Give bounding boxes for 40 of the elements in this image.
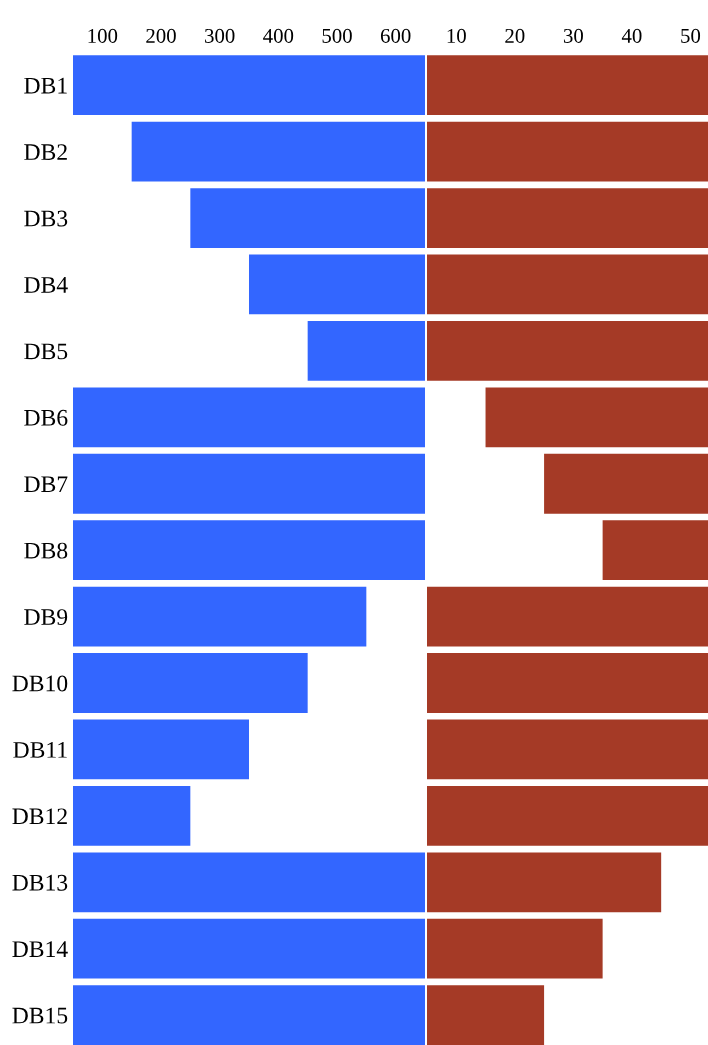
bar (73, 653, 308, 713)
y-tick-label: DB11 (13, 742, 67, 758)
x-tick-label: 10 (447, 28, 466, 43)
bar (73, 719, 249, 780)
x-tick-label: 30 (563, 28, 583, 43)
x-tick-label: 500 (322, 28, 352, 43)
x-tick-label: 600 (380, 28, 411, 43)
x-tick-label: 50 (681, 28, 701, 43)
x-tick-label: 400 (263, 28, 294, 43)
x-tick-label: 300 (205, 28, 235, 43)
bar (73, 586, 367, 647)
bar (427, 653, 708, 713)
bar (544, 453, 708, 514)
bar (73, 785, 191, 846)
bar (73, 387, 425, 448)
y-tick-label: DB13 (12, 874, 68, 891)
bar (427, 719, 708, 780)
y-tick-label: DB10 (12, 675, 68, 692)
y-tick-label: DB9 (24, 609, 68, 626)
y-tick-label: DB6 (24, 409, 68, 426)
y-tick-label: DB15 (12, 1007, 68, 1024)
x-tick-label: 100 (88, 28, 118, 43)
x-tick-label: 40 (621, 28, 642, 43)
y-tick-label: DB3 (24, 210, 68, 227)
y-tick-label: DB7 (24, 476, 68, 492)
y-tick-label: DB5 (24, 343, 68, 360)
x-tick-label: 200 (146, 28, 176, 43)
y-tick-label: DB12 (12, 808, 67, 825)
y-tick-label: DB8 (24, 542, 68, 559)
bar (427, 586, 708, 647)
y-tick-label: DB2 (24, 144, 67, 160)
bar (427, 785, 708, 846)
bar (73, 453, 425, 514)
bar (602, 520, 708, 581)
y-tick-label: DB4 (24, 277, 68, 293)
bar (73, 520, 425, 581)
bar (485, 387, 708, 448)
y-tick-label: DB1 (24, 77, 67, 94)
y-tick-label: DB14 (12, 941, 68, 957)
x-tick-label: 20 (505, 28, 525, 43)
